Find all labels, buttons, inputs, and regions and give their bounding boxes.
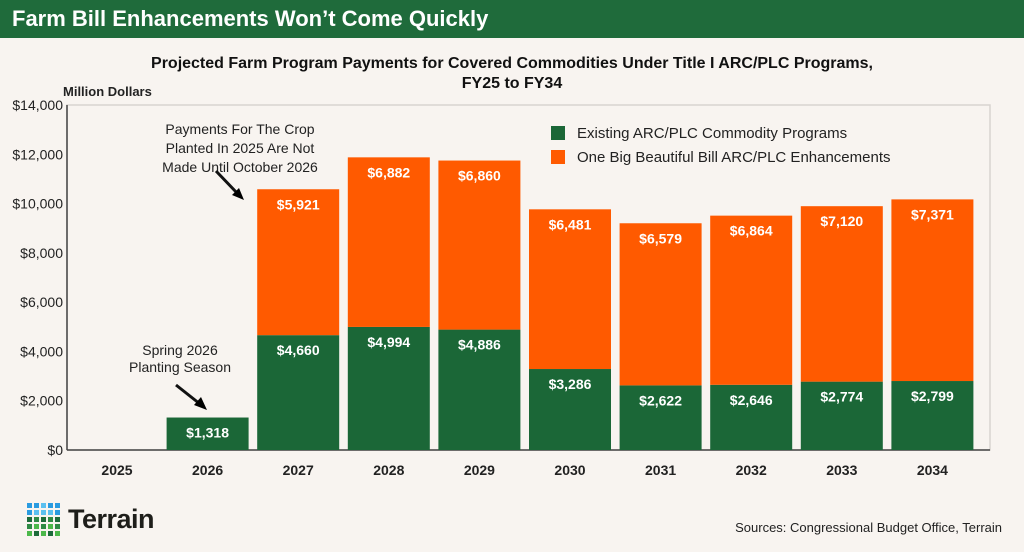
y-tick-label: $10,000	[12, 196, 63, 212]
bar-enhancement-2030	[529, 209, 611, 370]
data-label: $7,371	[911, 206, 954, 222]
bar-existing-2027	[257, 335, 340, 450]
y-tick-label: $8,000	[20, 245, 63, 261]
bar-existing-2033	[800, 381, 883, 450]
annotation-text: Payments For The Crop	[165, 121, 314, 137]
annotation-arrow	[175, 383, 201, 406]
data-label: $2,799	[911, 388, 954, 404]
data-label: $7,120	[820, 213, 863, 229]
data-label: $2,646	[730, 392, 773, 408]
annotation-text: Spring 2026	[142, 342, 218, 358]
bar-enhancement-2028	[347, 157, 430, 327]
bar-existing-2034	[891, 381, 974, 450]
annotation-text: Made Until October 2026	[162, 159, 318, 175]
bar-existing-2032	[710, 384, 793, 450]
x-tick-label: 2033	[826, 462, 857, 478]
data-label: $6,579	[639, 230, 682, 246]
legend-label: One Big Beautiful Bill ARC/PLC Enhanceme…	[577, 149, 891, 166]
bar-enhancement-2027	[257, 189, 340, 336]
y-tick-label: $12,000	[12, 146, 63, 162]
annotation-arrowhead	[194, 397, 207, 410]
x-tick-label: 2034	[917, 462, 948, 478]
header-banner: Farm Bill Enhancements Won’t Come Quickl…	[0, 0, 1024, 38]
y-axis-label: Million Dollars	[63, 84, 152, 99]
sources-note: Sources: Congressional Budget Office, Te…	[735, 520, 1002, 535]
data-label: $2,774	[820, 389, 863, 405]
data-label: $6,860	[458, 168, 501, 184]
y-tick-label: $2,000	[20, 393, 63, 409]
bar-enhancement-2029	[438, 160, 521, 330]
legend-label: Existing ARC/PLC Commodity Programs	[577, 125, 847, 142]
x-tick-label: 2025	[101, 462, 132, 478]
bar-enhancement-2034	[891, 199, 974, 382]
y-tick-label: $0	[47, 442, 63, 458]
bar-existing-2026	[166, 417, 249, 450]
bar-enhancement-2033	[800, 206, 883, 382]
x-tick-label: 2031	[645, 462, 676, 478]
data-label: $5,921	[277, 196, 320, 212]
y-tick-label: $6,000	[20, 294, 63, 310]
data-label: $6,864	[730, 223, 773, 239]
bar-enhancement-2031	[619, 223, 702, 386]
annotation-arrow	[214, 169, 240, 196]
x-tick-label: 2027	[283, 462, 314, 478]
chart-title: Projected Farm Program Payments for Cove…	[151, 55, 873, 92]
x-tick-label: 2029	[464, 462, 495, 478]
x-tick-label: 2026	[192, 462, 223, 478]
data-label: $6,882	[367, 164, 410, 180]
legend-swatch	[551, 150, 565, 164]
x-tick-label: 2032	[736, 462, 767, 478]
terrain-logo: Terrain	[27, 503, 155, 536]
data-label: $3,286	[549, 376, 592, 392]
x-tick-label: 2028	[373, 462, 404, 478]
data-label: $4,994	[367, 334, 410, 350]
bar-existing-2031	[619, 385, 702, 450]
data-label: $4,660	[277, 342, 320, 358]
bar-existing-2029	[438, 329, 521, 450]
bar-enhancement-2032	[710, 215, 793, 385]
legend-swatch	[551, 126, 565, 140]
bar-existing-2028	[347, 326, 430, 450]
y-tick-label: $4,000	[20, 343, 63, 359]
data-label: $4,886	[458, 337, 501, 353]
data-label: $6,481	[549, 216, 592, 232]
data-label: $2,622	[639, 392, 682, 408]
data-label: $1,318	[186, 425, 229, 441]
annotation-text: Planting Season	[129, 359, 231, 375]
annotation-arrowhead	[232, 188, 244, 200]
x-tick-label: 2030	[554, 462, 585, 478]
bar-existing-2030	[529, 369, 611, 450]
logo-dots-icon	[27, 503, 60, 536]
y-tick-label: $14,000	[12, 97, 63, 113]
annotation-text: Planted In 2025 Are Not	[166, 140, 315, 156]
brand-name: Terrain	[68, 504, 155, 534]
